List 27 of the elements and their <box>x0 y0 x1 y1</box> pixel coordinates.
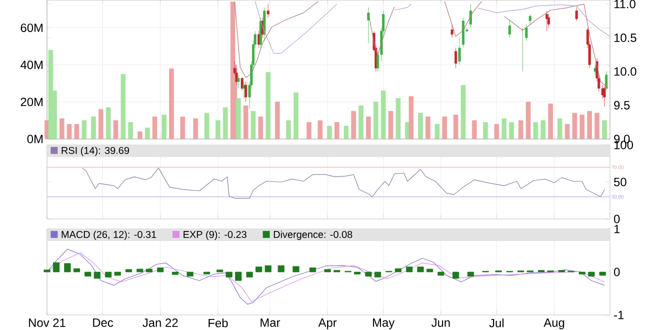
legend-label: RSI (14): 39.69 <box>62 146 129 156</box>
y2-tick-label: 9.5 <box>614 101 630 110</box>
legend-label: EXP (9): -0.23 <box>184 230 246 240</box>
y-tick-label: -1 <box>614 310 624 320</box>
x-tick-label: Apr <box>318 318 337 330</box>
y-tick-label: 0M <box>27 134 42 144</box>
x-tick-label: May <box>373 318 395 330</box>
x-tick-label: Aug <box>544 318 564 330</box>
y-tick-label: 1 <box>614 224 620 234</box>
y-tick-label: 40M <box>20 60 42 70</box>
y2-tick-label: 10.5 <box>614 34 636 42</box>
x-tick-label: Jul <box>489 318 504 328</box>
y2-tick-label: 11.0 <box>614 0 636 8</box>
y2-tick-label: 10.0 <box>614 67 636 76</box>
y-tick-label: 60M <box>20 24 42 32</box>
x-tick-label: Jan 22 <box>142 318 178 327</box>
y-tick-label: 0 <box>614 214 620 224</box>
x-tick-label: Jun <box>431 318 450 327</box>
x-tick-label: Mar <box>260 318 280 327</box>
y-tick-label: 20M <box>20 98 42 106</box>
y-tick-label: 0 <box>614 268 620 276</box>
x-tick-label: Dec <box>93 318 114 327</box>
legend-label: MACD (26, 12): -0.31 <box>62 230 156 240</box>
x-tick-label: Nov 21 <box>29 318 66 327</box>
x-tick-label: Feb <box>208 318 228 328</box>
y-tick-label: 50 <box>614 178 626 186</box>
legend-label: Divergence: -0.08 <box>274 230 352 240</box>
